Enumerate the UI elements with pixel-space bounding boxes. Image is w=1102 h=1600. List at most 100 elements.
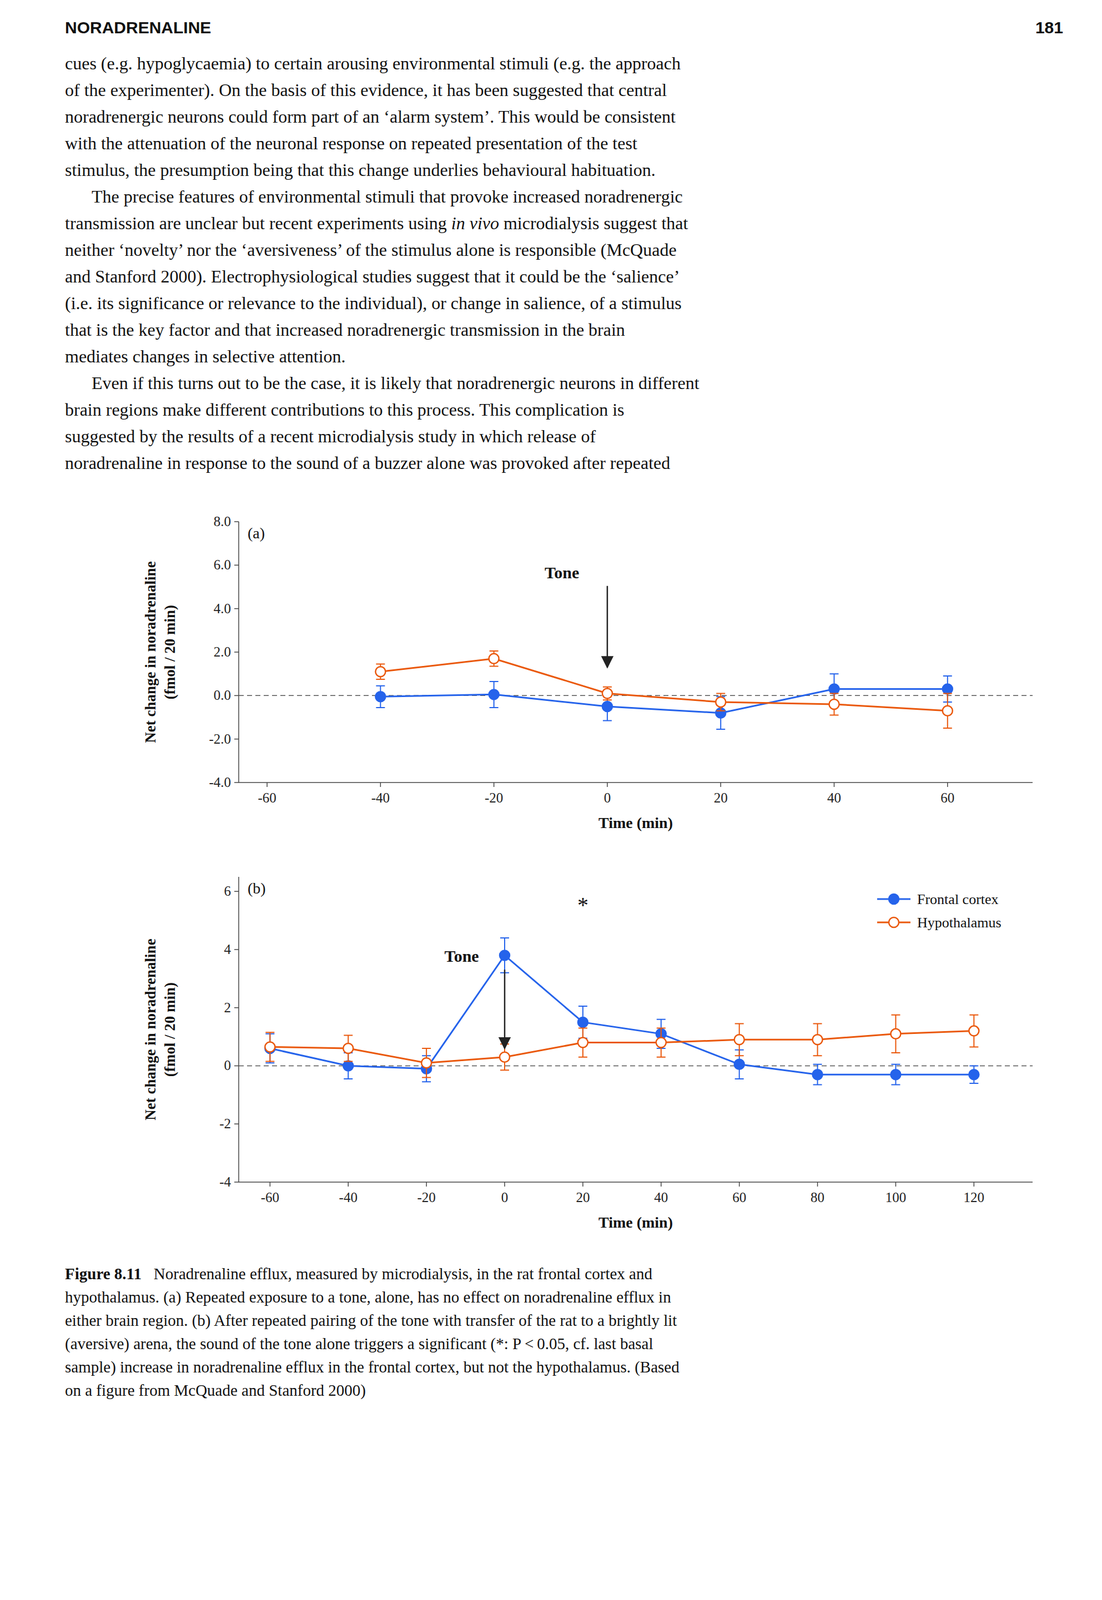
caption-line: either brain region. (b) After repeated … [64,1311,677,1331]
body-line: noradrenergic neurons could form part of… [64,106,676,127]
error-bar [343,1035,353,1062]
error-bar [421,1048,431,1078]
x-axis-line [238,782,1033,784]
y-tick-label: 8.0 [213,514,231,530]
error-bar [969,1065,979,1084]
x-tick-label: -40 [371,790,390,806]
data-point [375,691,386,702]
x-tick [947,782,949,788]
y-tick [234,651,239,653]
annotation: * [577,892,589,918]
x-tick [582,1182,584,1187]
data-point [577,1017,588,1028]
x-tick-label: 100 [885,1190,907,1206]
x-tick [504,1182,506,1187]
series-line [269,1031,974,1064]
data-point [602,688,613,699]
body-line: mediates changes in selective attention. [64,346,346,367]
error-bar [500,938,510,974]
body-line: neither ‘novelty’ nor the ‘aversiveness’… [64,239,677,260]
error-bar [735,1024,744,1057]
y-tick [234,782,239,784]
x-tick-label: 20 [575,1190,590,1206]
x-axis-line [238,1181,1033,1184]
x-tick [606,782,608,788]
error-bar [489,681,499,708]
y-tick [234,1065,239,1068]
plot-area [238,938,1033,1086]
y-tick-label: 4.0 [213,601,231,617]
x-tick-label: 60 [732,1190,747,1206]
annotation-arrow [504,969,506,1049]
x-tick-label: 80 [810,1190,825,1206]
body-line: of the experimenter). On the basis of th… [64,79,667,100]
x-tick [738,1182,741,1187]
x-tick-label: -60 [260,1190,280,1206]
data-point [656,1038,667,1049]
body-line: (i.e. its significance or relevance to t… [64,293,682,314]
body-line: noradrenaline in response to the sound o… [64,453,671,473]
error-bar [375,664,385,680]
body-line: suggested by the results of a recent mic… [64,426,597,447]
legend-label: Frontal cortex [917,891,999,908]
x-tick [895,1182,897,1187]
y-tick [234,738,239,741]
error-bar [943,693,953,729]
x-tick [347,1182,349,1187]
body-italic: in vivo [451,213,500,234]
caption-line: hypothalamus. (a) Repeated exposure to a… [64,1288,672,1307]
x-tick [973,1182,975,1187]
background [0,0,1102,1600]
page: NORADRENALINE181cues (e.g. hypoglycaemia… [0,0,1102,1600]
x-tick [380,782,382,788]
error-bar [969,1015,979,1048]
y-tick-label: -2 [219,1116,231,1132]
error-bar [813,1024,823,1057]
data-point [499,1052,510,1063]
body-span: microdialysis suggest that [499,213,689,234]
y-axis-label: Net change in noradrenaline(fmol / 20 mi… [142,938,179,1121]
body-line: Even if this turns out to be the case, i… [91,373,700,394]
data-point [812,1034,823,1045]
legend: Frontal cortex Hypothalamus [877,891,1002,932]
body-line: cues (e.g. hypoglycaemia) to certain aro… [64,53,681,74]
data-point [489,689,500,700]
series-line [269,955,974,1075]
y-axis-label-line: Net change in noradrenaline [142,561,159,743]
y-tick-label: -4 [219,1174,231,1190]
x-tick-label: -20 [416,1190,436,1206]
error-bar [891,1015,900,1054]
error-bar [602,687,612,701]
error-bar [891,1064,900,1086]
y-axis-label: Net change in noradrenaline(fmol / 20 mi… [142,561,179,743]
series-line [380,658,948,712]
data-point [942,684,953,695]
error-bar [375,686,385,708]
annotation: Tone [444,947,479,966]
caption-normal: Noradrenaline efflux, measured by microd… [141,1265,653,1283]
data-point [499,950,510,961]
x-tick [493,782,495,788]
body-line: and Stanford 2000). Electrophysiological… [64,266,680,287]
x-axis-label: Time (min) [598,1214,673,1232]
x-tick-label: -60 [257,790,276,806]
caption-line: sample) increase in noradrenaline efflux… [64,1358,680,1377]
data-point [812,1069,823,1080]
error-bar [265,1032,275,1062]
x-tick-label: 0 [501,1190,509,1206]
data-point [829,699,840,710]
x-tick [660,1182,662,1187]
y-axis-label-line: (fmol / 20 min) [161,982,179,1078]
annotation: Tone [544,563,580,582]
plot-area [238,651,1033,730]
y-tick-label: -2.0 [208,731,231,747]
body-line: transmission are unclear but recent expe… [64,213,688,234]
data-point [734,1059,745,1070]
y-axis-label-line: (fmol / 20 min) [161,605,179,700]
legend-label: Hypothalamus [917,914,1002,932]
error-bar [829,693,839,716]
data-point [890,1069,901,1080]
data-point [264,1042,275,1053]
x-tick-label: 0 [604,790,612,806]
y-tick-label: 2.0 [213,644,231,660]
